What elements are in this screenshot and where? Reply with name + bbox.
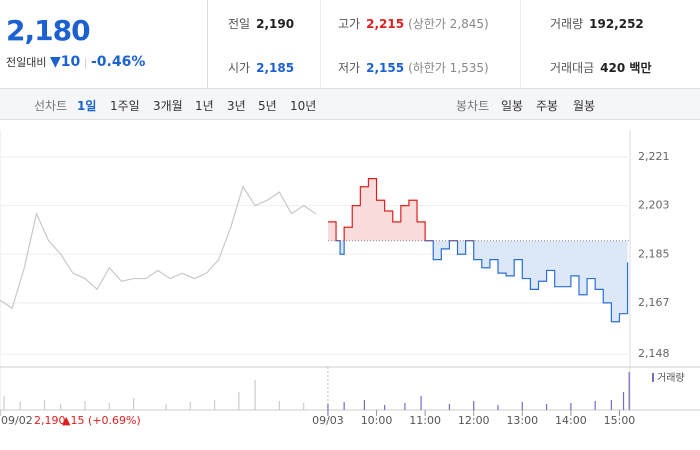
divider (320, 0, 321, 88)
stat-value: 2,155 (366, 61, 405, 75)
period-tab[interactable]: 1년 (195, 99, 214, 113)
prev-day-close: 2,190 (34, 414, 66, 427)
volume-bar (420, 396, 422, 410)
change-arrow: ▼ (49, 54, 61, 70)
header: 2,180 전일대비 ▼10 | -0.46% 전일 2,190 고가 2,215 (상… (0, 0, 700, 89)
legend-label: 거래량 (657, 372, 685, 384)
prev-day-line (0, 185, 317, 310)
volume-bar (213, 400, 216, 410)
x-tick-label: 10:00 (361, 414, 393, 427)
volume-bar (628, 372, 630, 410)
tab-group-label: 선차트 (34, 99, 68, 113)
volume-bar (594, 401, 596, 410)
x-tick-label: 13:00 (506, 414, 538, 427)
x-tick-label: 11:00 (409, 414, 441, 427)
prev-day-change: ▲15 (+0.69%) (62, 414, 141, 427)
period-tab[interactable]: 3년 (227, 99, 246, 113)
stat-label: 시가 (228, 61, 251, 75)
volume-bar (3, 396, 5, 410)
stat-value: 2,190 (256, 17, 295, 31)
stat: 시가 2,185 (228, 59, 294, 76)
change: 10 (60, 54, 81, 70)
volume-bar (327, 404, 329, 410)
period-tab[interactable]: 10년 (290, 99, 317, 113)
volume-bar (238, 392, 240, 410)
volume-bar (108, 403, 110, 410)
x-tick-label: 12:00 (458, 414, 490, 427)
volume-bar (404, 403, 406, 410)
volume-bar (570, 403, 572, 410)
candle-tab[interactable]: 일봉 (501, 99, 524, 113)
volume-bar (545, 404, 548, 410)
candle-tab[interactable]: 월봉 (573, 99, 596, 113)
stat-value: 192,252 (589, 17, 644, 31)
tab-group-label: 봉차트 (456, 99, 490, 113)
stat: 거래대금 420 백만 (550, 59, 651, 76)
period-tab[interactable]: 3개월 (153, 99, 183, 113)
y-tick-label: 2,185 (638, 247, 670, 260)
change-row: 전일대비 ▼10 | -0.46% (6, 54, 146, 70)
x-tick-label: 14:00 (555, 414, 587, 427)
volume-bar (189, 402, 191, 410)
x-tick-label: 09/02 (1, 414, 33, 427)
period-tab[interactable]: 1주일 (110, 99, 140, 113)
y-tick-label: 2,203 (638, 199, 670, 212)
stat: 고가 2,215 (상한가 2,845) (338, 15, 489, 32)
volume-bar (303, 403, 305, 410)
stat: 거래량 192,252 (550, 15, 644, 32)
today-line (327, 178, 629, 323)
change-label: 전일대비 (6, 56, 47, 69)
divider (520, 0, 521, 88)
stat-label: 고가 (338, 17, 361, 31)
y-tick-label: 2,167 (638, 296, 670, 309)
candle-tab[interactable]: 주봉 (536, 99, 559, 113)
change-rate: -0.46% (90, 54, 146, 70)
tab-bar: 선차트 1일 1주일 3개월 1년 3년 5년 10년 봉차트 일봉 주봉 월봉 (0, 89, 700, 120)
volume-bar (343, 402, 345, 410)
x-tick-label: 15:00 (604, 414, 636, 427)
volume-bar (254, 380, 256, 410)
stat: 저가 2,155 (하한가 1,535) (338, 59, 489, 76)
divider (207, 0, 208, 88)
volume-bar (133, 398, 135, 410)
stat-value: 420 백만 (600, 61, 652, 75)
x-tick-label: 09/03 (312, 414, 344, 427)
volume-bar (497, 405, 499, 410)
volume-bar (19, 402, 21, 410)
stat-label: 저가 (338, 61, 361, 75)
stat-note: (하한가 1,535) (408, 61, 489, 75)
stat-label: 거래량 (550, 17, 584, 31)
stat-label: 거래대금 (550, 61, 595, 75)
today-area (327, 178, 628, 322)
y-tick-label: 2,148 (638, 347, 670, 360)
stat: 전일 2,190 (228, 15, 294, 32)
volume-bar (363, 400, 365, 410)
volume-bar (622, 392, 625, 410)
current-price: 2,180 (6, 14, 91, 47)
volume-bar (448, 404, 451, 410)
volume-bar (84, 401, 86, 410)
period-tab[interactable]: 1일 (77, 99, 97, 113)
y-tick-label: 2,221 (638, 150, 670, 163)
volume-bar (384, 405, 386, 410)
stat-note: (상한가 2,845) (408, 17, 489, 31)
volume-bar (165, 404, 167, 410)
stat-label: 전일 (228, 17, 251, 31)
volume-bar (43, 400, 46, 410)
stat-value: 2,185 (256, 61, 295, 75)
volume-bar (610, 400, 612, 410)
volume-bar (473, 401, 475, 410)
period-tab[interactable]: 5년 (258, 99, 277, 113)
volume-bar (60, 404, 62, 410)
stat-value: 2,215 (366, 17, 405, 31)
legend-marker (652, 373, 654, 382)
volume-bar (278, 401, 280, 410)
volume-bar (521, 402, 523, 410)
